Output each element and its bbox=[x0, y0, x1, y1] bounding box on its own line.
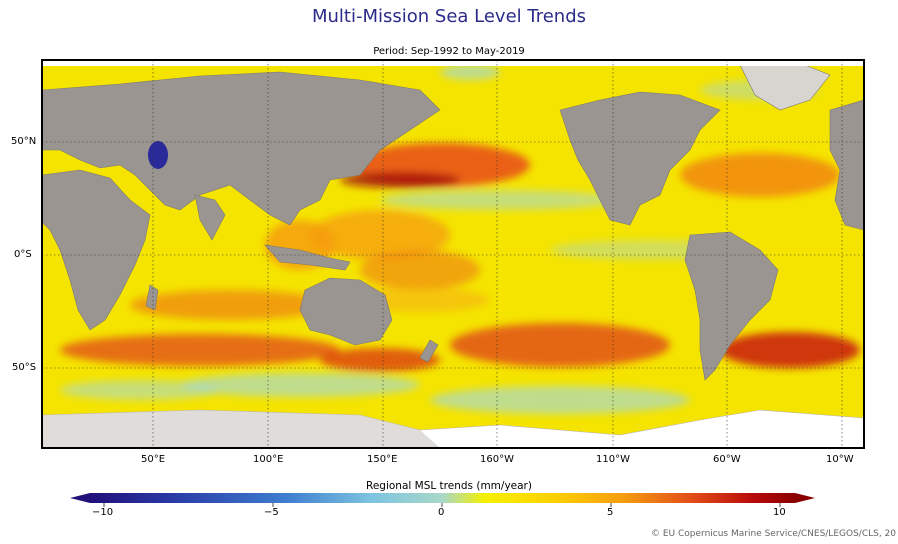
land-india bbox=[194, 194, 226, 241]
land-masses bbox=[42, 62, 864, 381]
graticule bbox=[42, 60, 864, 448]
land-madagascar bbox=[145, 284, 159, 311]
map-frame bbox=[41, 59, 865, 449]
lon-tick-110w: 110°W bbox=[596, 454, 630, 465]
colorbar-tick-minus5: −5 bbox=[264, 507, 279, 518]
lat-tick-50n: 50°N bbox=[11, 136, 37, 147]
colorbar-tick-5: 5 bbox=[607, 507, 614, 518]
antarctic-land-rim bbox=[42, 410, 440, 448]
colorbar-tick-10: 10 bbox=[773, 507, 786, 518]
land-australia bbox=[299, 277, 393, 346]
lat-tick-0: 0°S bbox=[14, 249, 32, 260]
land-africa bbox=[42, 169, 151, 331]
map-frame-content bbox=[42, 60, 864, 448]
colorbar bbox=[70, 493, 815, 507]
lon-tick-150e: 150°E bbox=[367, 454, 398, 465]
map-title: Multi-Mission Sea Level Trends bbox=[311, 6, 587, 27]
arctic-ice bbox=[42, 60, 864, 66]
lon-tick-60w: 60°W bbox=[713, 454, 741, 465]
lat-tick-50s: 50°S bbox=[12, 362, 37, 373]
lon-tick-50e: 50°E bbox=[141, 454, 166, 465]
colorbar-tick-minus10: −10 bbox=[92, 507, 114, 518]
lon-tick-100e: 100°E bbox=[253, 454, 284, 465]
lon-tick-160w: 160°W bbox=[480, 454, 514, 465]
land-new-zealand bbox=[419, 339, 439, 363]
land-europe-west bbox=[829, 99, 864, 231]
caspian-sea-patch bbox=[148, 141, 168, 169]
lon-tick-10w: 10°W bbox=[826, 454, 854, 465]
land-eurasia bbox=[42, 71, 441, 226]
land-indonesia bbox=[264, 244, 351, 271]
map-subtitle: Period: Sep-1992 to May-2019 bbox=[373, 46, 525, 57]
colorbar-label: Regional MSL trends (mm/year) bbox=[366, 480, 532, 492]
land-south-america bbox=[684, 231, 779, 381]
colorbar-tick-0: 0 bbox=[438, 507, 445, 518]
copyright-credit: © EU Copernicus Marine Service/CNES/LEGO… bbox=[651, 529, 896, 539]
land-north-america bbox=[559, 91, 721, 226]
